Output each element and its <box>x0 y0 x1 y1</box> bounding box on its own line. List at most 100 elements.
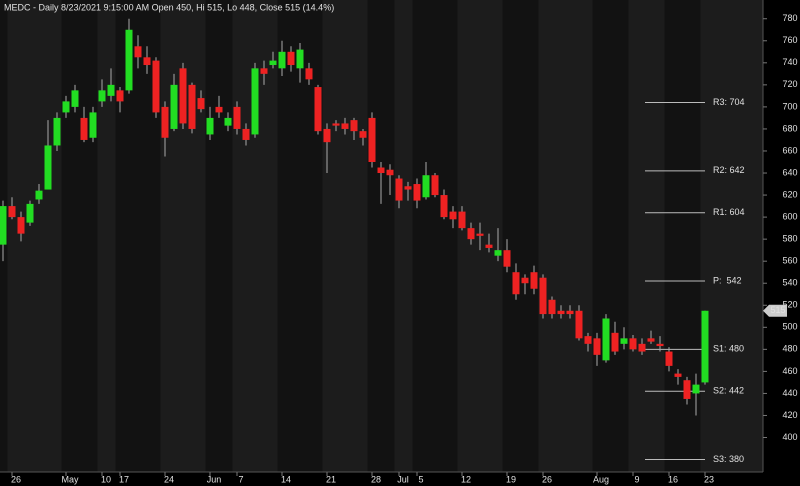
candle-body <box>584 336 592 344</box>
candle-body <box>404 186 412 190</box>
candle-body <box>44 145 52 190</box>
x-tick-label: Aug <box>593 474 609 484</box>
candle-body <box>494 250 502 256</box>
candle-body <box>143 57 151 66</box>
candle-body <box>548 299 556 315</box>
y-tick-label: 660 <box>782 145 797 155</box>
band <box>205 0 233 472</box>
candle-body <box>530 272 538 289</box>
candle-body <box>152 60 160 113</box>
x-tick-label: 23 <box>704 474 714 484</box>
candle-body <box>665 351 673 366</box>
y-tick-label: 500 <box>782 322 797 332</box>
candle-body <box>386 169 394 176</box>
y-tick-label: 700 <box>782 101 797 111</box>
candle-body <box>350 120 358 132</box>
price-tag-label: 515 <box>770 305 785 315</box>
candle-body <box>305 68 313 80</box>
band <box>592 0 629 472</box>
candle-body <box>458 211 466 229</box>
candle-body <box>467 228 475 240</box>
candle-body <box>215 106 223 113</box>
candle-body <box>161 106 169 138</box>
x-tick-label: 16 <box>668 474 678 484</box>
x-tick-label: 17 <box>119 474 129 484</box>
x-tick-label: 28 <box>371 474 381 484</box>
y-tick-label: 740 <box>782 57 797 67</box>
y-tick-label: 760 <box>782 35 797 45</box>
y-tick-label: 640 <box>782 167 797 177</box>
candle-body <box>512 272 520 295</box>
y-tick-label: 720 <box>782 79 797 89</box>
candle-body <box>35 190 43 200</box>
candle-body <box>197 98 205 110</box>
candle-body <box>503 250 511 267</box>
candle-body <box>233 106 241 129</box>
candle-body <box>170 84 178 129</box>
x-tick-label: Jun <box>207 474 222 484</box>
y-tick-label: 780 <box>782 13 797 23</box>
y-tick-label: 580 <box>782 234 797 244</box>
candle-body <box>440 195 448 218</box>
candle-body <box>62 101 70 113</box>
x-tick-label: 19 <box>506 474 516 484</box>
candle-body <box>620 338 628 344</box>
y-tick-label: 620 <box>782 189 797 199</box>
candle-body <box>602 318 610 361</box>
y-tick-label: 520 <box>782 300 797 310</box>
candle-body <box>314 87 322 132</box>
candle-body <box>0 206 7 245</box>
x-tick-label: 10 <box>101 474 111 484</box>
candle-body <box>260 68 268 74</box>
candle-body <box>341 123 349 129</box>
candle-body <box>638 343 646 352</box>
y-tick-label: 560 <box>782 256 797 266</box>
y-tick-label: 680 <box>782 123 797 133</box>
y-tick-label: 400 <box>782 432 797 442</box>
candle-body <box>269 60 277 66</box>
candle-body <box>701 310 709 383</box>
x-tick-label: 26 <box>542 474 552 484</box>
x-tick-label: Jul <box>397 474 409 484</box>
candle-body <box>71 90 79 107</box>
candle-body <box>332 123 340 126</box>
y-tick-label: 540 <box>782 278 797 288</box>
x-tick-label: 5 <box>418 474 423 484</box>
candle-body <box>539 277 547 315</box>
x-tick-label: 14 <box>281 474 291 484</box>
candle-body <box>26 203 34 223</box>
x-tick-label: 24 <box>164 474 174 484</box>
candle-body <box>116 90 124 102</box>
candle-body <box>521 277 529 284</box>
candle-body <box>656 343 664 347</box>
y-tick-label: 420 <box>782 410 797 420</box>
candle-body <box>296 49 304 69</box>
band <box>412 0 458 472</box>
candle-body <box>377 167 385 174</box>
pivot-label: S1: 480 <box>713 344 744 354</box>
bands <box>0 0 763 472</box>
band <box>394 0 413 472</box>
y-tick-label: 600 <box>782 211 797 221</box>
y-tick-label: 440 <box>782 388 797 398</box>
candle-body <box>611 332 619 352</box>
candle-body <box>485 244 493 248</box>
x-tick-label: May <box>61 474 79 484</box>
candle-body <box>431 175 439 196</box>
pivot-label: S2: 442 <box>713 386 744 396</box>
candle-body <box>287 51 295 66</box>
candle-body <box>107 84 115 96</box>
candle-body <box>206 117 214 135</box>
candle-body <box>53 117 61 146</box>
band <box>97 0 116 472</box>
candle-body <box>242 128 250 140</box>
candle-body <box>179 68 187 124</box>
band <box>367 0 395 472</box>
band <box>322 0 368 472</box>
candle-body <box>125 29 133 91</box>
x-tick-label: 12 <box>461 474 471 484</box>
candle-body <box>278 51 286 69</box>
candle-body <box>188 84 196 129</box>
candle-body <box>134 46 142 58</box>
candle-body <box>647 338 655 342</box>
